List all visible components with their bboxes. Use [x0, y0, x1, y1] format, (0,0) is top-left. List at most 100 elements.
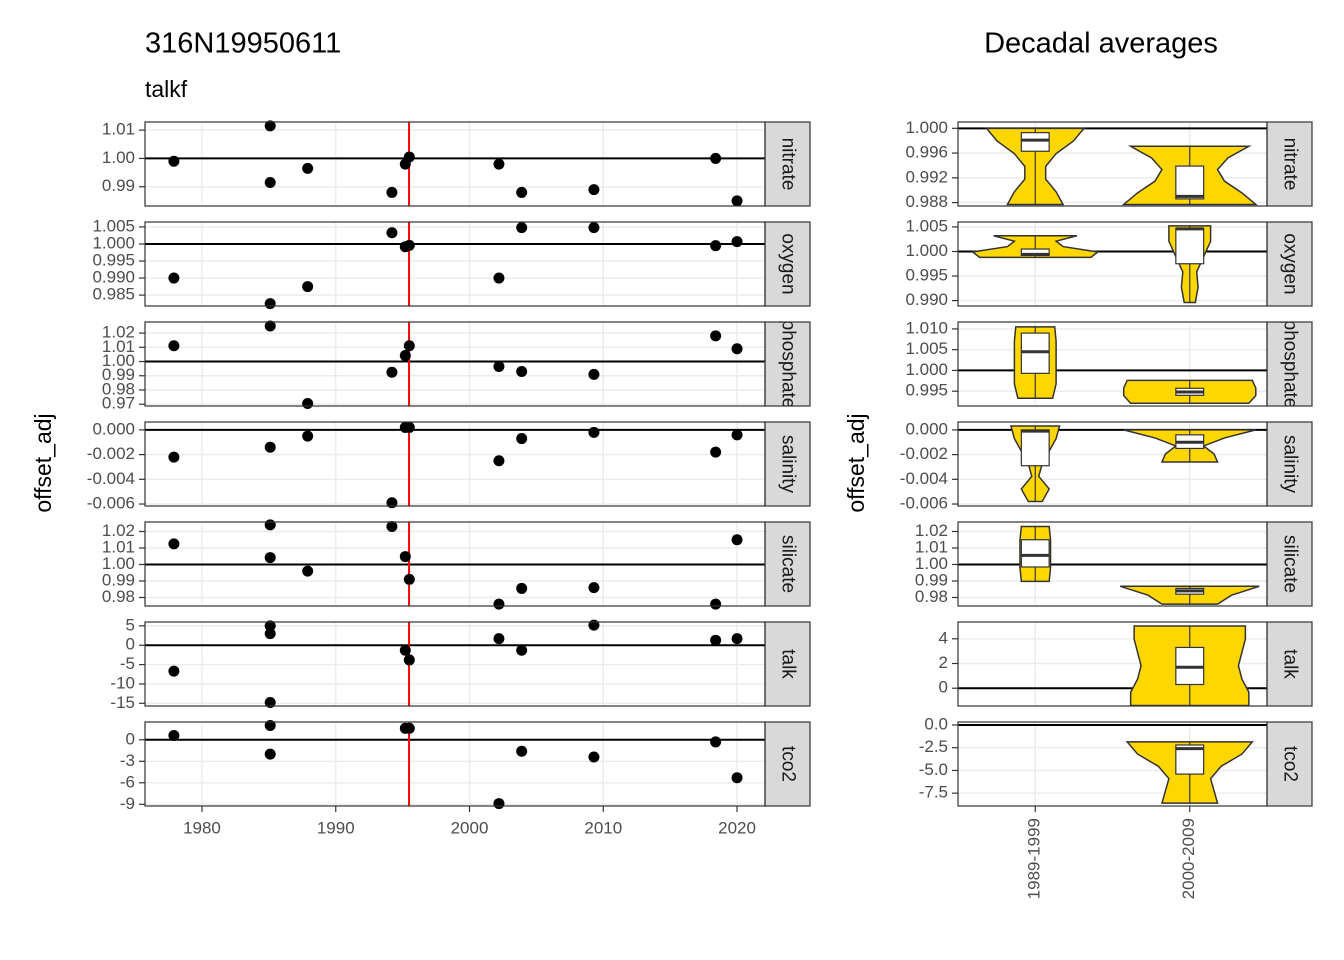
facet-strip-label: tco2: [777, 746, 798, 782]
y-tick-label: 0.98: [915, 587, 948, 606]
x-tick-label: 2010: [584, 818, 622, 837]
y-tick-label: 0.0: [924, 714, 948, 733]
x-tick-label: 1990: [317, 818, 355, 837]
facet-strip-label-group: salinity: [777, 435, 798, 494]
point: [493, 455, 505, 467]
point: [264, 320, 276, 332]
point: [588, 582, 600, 594]
point: [264, 177, 276, 189]
facet-strip: [1266, 621, 1313, 707]
point: [168, 665, 180, 677]
y-tick-label: 1.000: [905, 360, 948, 379]
panel-border: [144, 221, 766, 307]
point: [302, 398, 314, 410]
y-tick-label: 1.000: [905, 241, 948, 260]
y-tick-label: -0.006: [900, 494, 948, 513]
facet-strip: [1266, 121, 1313, 207]
point: [264, 620, 276, 632]
point: [403, 340, 415, 352]
box: [1020, 539, 1050, 568]
facet-strip-label: salinity: [1279, 435, 1300, 494]
facet-strip-label: nitrate: [1279, 138, 1300, 191]
facet-strip-label-group: tco2: [777, 746, 798, 782]
y-tick-label: -15: [110, 693, 135, 712]
y-tick-label: 1.01: [102, 537, 135, 556]
facet-strip-label: talk: [1279, 649, 1300, 679]
y-tick-label: 1.02: [102, 323, 135, 342]
x-tick-label: 1980: [183, 818, 221, 837]
y-axis-label: offset_adj: [843, 413, 869, 512]
facet-strip-label: oxygen: [777, 233, 798, 294]
point: [403, 421, 415, 433]
facet-strip: [764, 421, 811, 507]
y-tick-label: -7.5: [919, 783, 948, 802]
point: [588, 751, 600, 763]
facet-strip-label-group: phosphate: [1279, 320, 1300, 409]
y-tick-label: 1.00: [102, 351, 135, 370]
point: [516, 222, 528, 234]
y-tick-label: 0.98: [102, 587, 135, 606]
panel-border: [144, 321, 766, 407]
chart-subtitle: talkf: [145, 76, 188, 102]
point: [731, 195, 743, 207]
point: [264, 441, 276, 453]
y-tick-label: 1.01: [915, 537, 948, 556]
y-tick-label: -5.0: [919, 760, 948, 779]
y-tick-label: 0.995: [905, 381, 948, 400]
point: [386, 227, 398, 239]
y-tick-label: 0.99: [102, 365, 135, 384]
facet-strip-label-group: nitrate: [1279, 138, 1300, 191]
y-tick-label: -10: [110, 673, 135, 692]
y-tick-label: 0: [126, 635, 135, 654]
facet-strip: [1266, 221, 1313, 307]
box: [1020, 429, 1050, 467]
y-tick-label: 0.988: [905, 192, 948, 211]
point: [403, 722, 415, 734]
point: [399, 551, 411, 563]
point: [731, 633, 743, 645]
point: [264, 298, 276, 310]
panel-background: [145, 222, 765, 306]
point: [588, 222, 600, 234]
point: [399, 350, 411, 362]
panel-border: [957, 521, 1268, 607]
point: [264, 697, 276, 709]
facet-strip-label: nitrate: [777, 138, 798, 191]
y-tick-label: 0.992: [905, 167, 948, 186]
point: [302, 162, 314, 174]
box: [1020, 132, 1050, 152]
point: [264, 120, 276, 132]
box: [1175, 227, 1205, 265]
panel-background: [145, 322, 765, 406]
x-tick-label: 2000: [451, 818, 489, 837]
facet-strip-label: phosphate: [777, 320, 798, 409]
facet-strip: [764, 121, 811, 207]
facet-strip-label: phosphate: [1279, 320, 1300, 409]
panel-background: [958, 222, 1267, 306]
y-tick-label: -0.006: [87, 494, 135, 513]
facet-strip: [764, 521, 811, 607]
point: [168, 729, 180, 741]
point: [264, 719, 276, 731]
panel-border: [957, 421, 1268, 507]
point: [516, 186, 528, 198]
y-tick-label: 2: [939, 653, 948, 672]
facet-strip-label-group: silicate: [1279, 535, 1300, 593]
facet-strip-label: silicate: [1279, 535, 1300, 593]
point: [386, 366, 398, 378]
point: [710, 446, 722, 458]
point: [493, 361, 505, 373]
panel-border: [144, 721, 766, 807]
y-tick-label: -0.004: [87, 469, 135, 488]
y-tick-label: -2.5: [919, 737, 948, 756]
y-tick-label: 1.005: [92, 216, 135, 235]
point: [516, 745, 528, 757]
x-tick-label: 1989-1999: [1025, 818, 1044, 899]
point: [403, 573, 415, 585]
point: [386, 186, 398, 198]
box: [1175, 165, 1205, 200]
point: [710, 240, 722, 252]
point: [403, 151, 415, 163]
point: [493, 633, 505, 645]
